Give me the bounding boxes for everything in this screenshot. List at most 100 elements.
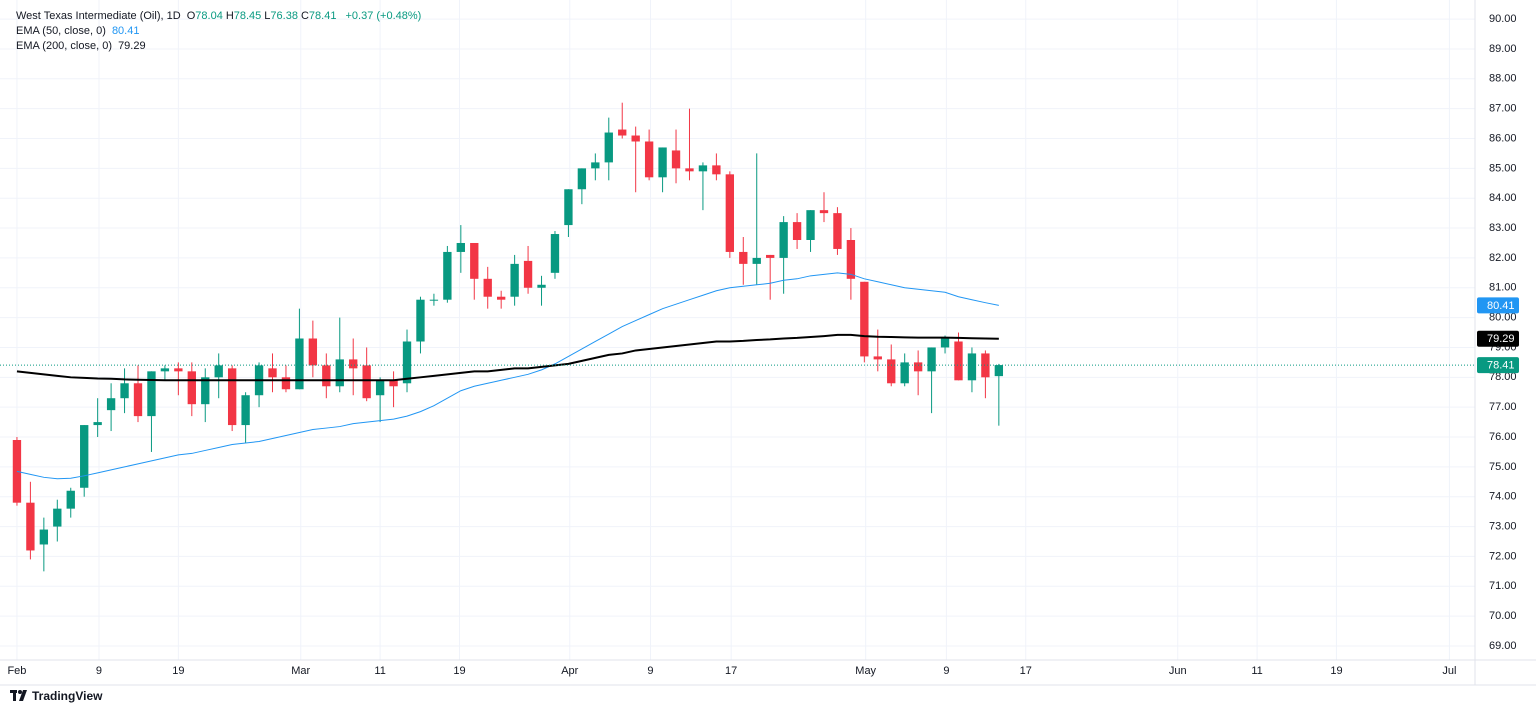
brand: TradingView (10, 689, 102, 703)
candle-body (174, 368, 183, 372)
candle-body (577, 168, 587, 190)
y-tick-label: 88.00 (1489, 73, 1517, 85)
candle-body (846, 240, 856, 279)
candle-body (604, 132, 613, 163)
y-tick-label: 83.00 (1489, 222, 1517, 234)
candle-body (147, 371, 156, 417)
price-tag (1477, 330, 1519, 347)
y-tick-label: 70.00 (1489, 610, 1517, 622)
x-tick-label: Feb (7, 665, 26, 677)
y-tick-label: 86.00 (1489, 132, 1517, 144)
price-tag (1477, 357, 1519, 374)
candle-body (429, 299, 439, 301)
x-tick-label: Jul (1442, 665, 1456, 677)
candle-body (806, 210, 815, 240)
candle-body (940, 338, 950, 348)
legend-key: C (300, 10, 309, 22)
y-tick-label: 72.00 (1489, 550, 1517, 562)
candle-body (241, 395, 250, 426)
candle-body (227, 368, 237, 426)
candle-body (564, 189, 573, 226)
candle-body (120, 383, 129, 399)
y-tick-label: 90.00 (1489, 13, 1517, 25)
candle-body (739, 251, 748, 264)
candle-body (106, 398, 116, 411)
candle-body (860, 281, 869, 357)
candle-body (631, 135, 640, 142)
y-tick-label: 80.00 (1489, 312, 1517, 324)
brand-name: TradingView (32, 689, 103, 703)
x-tick-label: Apr (561, 665, 578, 677)
y-tick-label: 73.00 (1489, 520, 1517, 532)
candle-body (967, 353, 977, 381)
candle-body (201, 377, 210, 405)
candle-body (913, 362, 923, 372)
y-tick-label: 71.00 (1489, 580, 1517, 592)
candle-body (792, 222, 802, 240)
candle-body (39, 529, 49, 545)
legend-value: 78.41 (308, 10, 337, 22)
candle-body (887, 359, 896, 384)
candle-body (981, 353, 990, 378)
legend-value: 78.45 (233, 10, 262, 22)
candle-body (322, 365, 331, 387)
candle-body (523, 260, 533, 288)
x-tick-label: 17 (1020, 665, 1032, 677)
candle-body (994, 365, 1004, 377)
candle-body (927, 347, 936, 372)
candle-body (349, 359, 358, 369)
candle-body (644, 141, 654, 178)
candle-body (335, 359, 344, 387)
header-line: West Texas Intermediate (Oil), 1D O78.04… (16, 9, 424, 23)
candle-body (591, 162, 600, 169)
legend-value: 76.38 (270, 10, 298, 22)
candle-body (389, 380, 398, 387)
candle-body (133, 383, 143, 417)
candle-body (954, 341, 963, 381)
ema-name: EMA (200, close, 0) (16, 40, 112, 52)
candle-body (295, 338, 304, 390)
x-tick-label: 9 (943, 665, 949, 677)
ema-name: EMA (50, close, 0) (16, 25, 106, 37)
change: +0.37 (+0.48%) (345, 10, 422, 22)
x-tick-label: 11 (374, 665, 385, 677)
x-tick-label: 19 (453, 665, 465, 677)
legend-key: H (225, 10, 234, 22)
candle-body (483, 278, 492, 297)
x-tick-label: Mar (291, 665, 310, 677)
y-tick-label: 76.00 (1489, 431, 1517, 443)
ema-legend: EMA (200, close, 0) 79.29 (16, 39, 149, 53)
candle-body (443, 251, 452, 300)
x-tick-label: 9 (96, 665, 102, 677)
candle-body (12, 440, 22, 503)
price-tag-label: 78.41 (1487, 359, 1515, 371)
x-tick-label: 9 (647, 665, 653, 677)
candle-body (268, 368, 277, 378)
y-tick-label: 74.00 (1489, 491, 1517, 503)
candle-body (685, 168, 694, 172)
x-tick-label: May (855, 665, 876, 677)
candle-body (510, 263, 519, 297)
y-tick-label: 84.00 (1489, 192, 1517, 204)
candle-body (779, 222, 788, 258)
candle-body (416, 299, 425, 342)
y-tick-label: 81.00 (1489, 282, 1517, 294)
candle-body (93, 422, 102, 426)
candle-body (214, 365, 223, 378)
candle-body (900, 362, 909, 384)
candle-body (26, 502, 35, 551)
candle-body (497, 296, 506, 300)
candle-body (819, 210, 829, 214)
legend-value: 78.04 (195, 10, 223, 22)
candle-body (160, 368, 170, 372)
price-tag-label: 79.29 (1487, 333, 1515, 345)
candle-body (308, 338, 318, 366)
candle-body (537, 284, 546, 288)
candle-body (402, 341, 412, 384)
y-tick-label: 69.00 (1489, 640, 1517, 652)
ema-value: 80.41 (111, 25, 140, 37)
candle-body (470, 242, 479, 279)
x-tick-label: 11 (1251, 665, 1262, 677)
ema-line (16, 333, 999, 382)
